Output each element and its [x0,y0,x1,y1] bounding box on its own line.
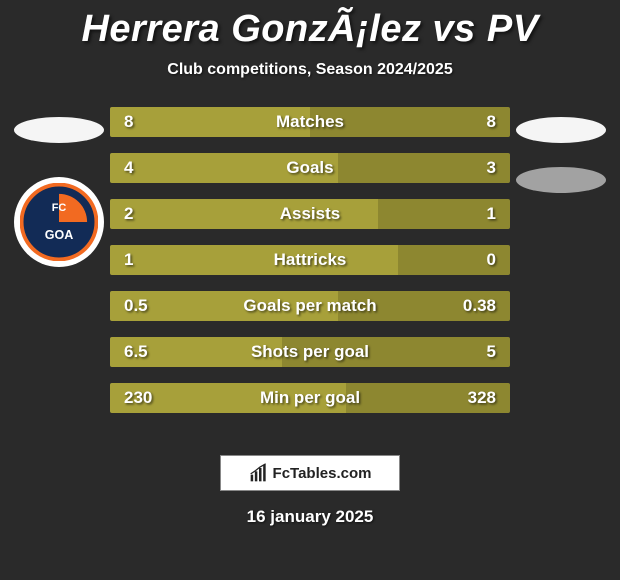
bar-row: 2Assists1 [110,199,510,229]
bar-left-fill [110,153,338,183]
chart-icon [249,463,269,483]
player-right-badge-2 [516,167,606,193]
player-left-badge [14,117,104,143]
bar-left-fill [110,337,282,367]
bar-row: 6.5Shots per goal5 [110,337,510,367]
brand-footer[interactable]: FcTables.com [220,455,400,491]
comparison-chart: FC GOA 8Matches8 4Goals3 2Assists1 1Hattric… [0,107,620,437]
brand-label: FcTables.com [273,465,372,482]
bar-row: 4Goals3 [110,153,510,183]
page-subtitle: Club competitions, Season 2024/2025 [0,61,620,79]
svg-text:GOA: GOA [45,228,73,242]
bar-right-fill [378,199,510,229]
bars-container: 8Matches8 4Goals3 2Assists1 1Hattricks0 0.5G… [110,107,510,429]
svg-text:FC: FC [52,202,67,214]
date-label: 16 january 2025 [0,507,620,527]
bar-row: 8Matches8 [110,107,510,137]
bar-left-fill [110,245,398,275]
bar-left-fill [110,383,346,413]
bar-right-fill [346,383,510,413]
bar-row: 0.5Goals per match0.38 [110,291,510,321]
bar-left-fill [110,199,378,229]
bar-row: 1Hattricks0 [110,245,510,275]
player-right-badge [516,117,606,143]
bar-right-fill [338,291,510,321]
club-logo: FC GOA [14,177,104,267]
bar-right-fill [282,337,510,367]
bar-left-fill [110,107,310,137]
bar-row: 230Min per goal328 [110,383,510,413]
bar-right-fill [398,245,510,275]
bar-right-fill [310,107,510,137]
bar-right-fill [338,153,510,183]
page-title: Herrera GonzÃ¡lez vs PV [0,0,620,51]
bar-left-fill [110,291,338,321]
fc-goa-icon: FC GOA [20,183,98,261]
